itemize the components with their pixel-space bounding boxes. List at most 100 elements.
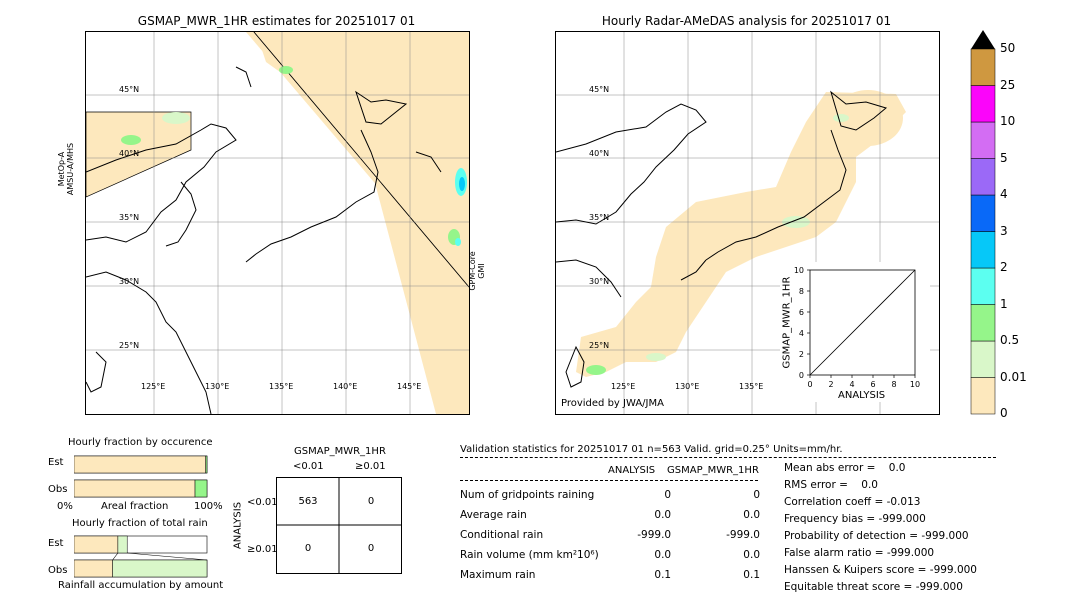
r-lon-label-130: 130°E <box>675 382 700 391</box>
left-swath-region <box>86 111 192 198</box>
tot-row-est: Est <box>48 538 64 549</box>
bar-segment <box>117 535 128 554</box>
validation-analysis-value: 0.1 <box>654 569 672 581</box>
validation-row: Conditional rain -999.0 -999.0 <box>460 525 760 545</box>
colorbar-boxes <box>970 48 996 415</box>
cell-1-0: 0 <box>304 543 312 554</box>
r-lat-label-30: 30°N <box>589 277 610 286</box>
right-sensor-name: GPM-Core <box>468 251 477 291</box>
validation-table: Num of gridpoints raining 0 0 Average rain 0… <box>460 485 760 585</box>
colorbar-box <box>970 158 996 196</box>
inset-ytick-label: 10 <box>794 266 804 275</box>
validation-score: Mean abs error = 0.0 <box>784 462 906 474</box>
colorbar-box <box>970 340 996 378</box>
inset-ylabel: GSMAP_MWR_1HR <box>781 276 793 369</box>
rain-patch <box>586 365 606 375</box>
validation-score: Probability of detection = -999.000 <box>784 530 969 542</box>
inset-ytick-label: 8 <box>799 287 804 296</box>
contingency-col-0: <0.01 <box>293 461 324 472</box>
contingency-row-1: ≥0.01 <box>247 544 278 555</box>
right-coastline <box>556 90 888 388</box>
occ-xmin: 0% <box>57 501 73 512</box>
colorbar-box <box>970 121 996 159</box>
colorbar <box>970 30 996 415</box>
colorbar-box <box>970 85 996 123</box>
colorbar-box <box>970 194 996 232</box>
inset-ticks: 00 2 2 4 4 6 6 8 8 10 10 <box>794 266 920 389</box>
bar-segment <box>74 535 119 554</box>
tot-bars <box>74 535 208 578</box>
lat-label-45: 45°N <box>119 85 140 94</box>
validation-estimate-value: 0.0 <box>743 509 760 521</box>
bar-segment <box>74 559 113 578</box>
left-sensor-instrument: AMSU-A/MHS <box>66 142 75 196</box>
contingency-grid <box>276 477 402 574</box>
lon-label-135: 135°E <box>269 382 294 391</box>
validation-col1: ANALYSIS <box>608 465 656 476</box>
occ-bars <box>74 455 208 498</box>
validation-score: RMS error = 0.0 <box>784 479 878 491</box>
tot-xlabel: Rainfall accumulation by amount <box>58 580 224 591</box>
validation-estimate-value: -999.0 <box>726 529 760 541</box>
validation-label: Maximum rain <box>460 569 536 581</box>
inset-xtick-label: 10 <box>910 380 920 389</box>
lon-label-145: 145°E <box>397 382 422 391</box>
contingency-col-1: ≥0.01 <box>355 461 386 472</box>
colorbar-box <box>970 304 996 342</box>
lon-label-140: 140°E <box>333 382 358 391</box>
occ-title: Hourly fraction by occurence <box>68 437 213 448</box>
cell-1-1: 0 <box>367 543 375 554</box>
inset-scatter: 00 2 2 4 4 6 6 8 8 10 10 <box>794 266 920 389</box>
colorbar-box <box>970 377 996 415</box>
validation-row: Num of gridpoints raining 0 0 <box>460 485 760 505</box>
validation-row: Maximum rain 0.1 0.1 <box>460 565 760 585</box>
occ-xmax: 100% <box>194 501 223 512</box>
bar-segment <box>74 479 196 498</box>
radar-coverage <box>576 92 906 377</box>
r-lat-label-40: 40°N <box>589 149 610 158</box>
inset-xtick-label: 0 <box>807 380 812 389</box>
r-lat-label-25: 25°N <box>589 341 610 350</box>
validation-subdivider <box>460 480 758 481</box>
inset-ytick-label: 4 <box>799 329 804 338</box>
rain-patch <box>162 112 190 124</box>
inset-xtick-label: 8 <box>891 380 896 389</box>
colorbar-label: 5 <box>1000 150 1008 165</box>
validation-score: Hanssen & Kuipers score = -999.000 <box>784 564 977 576</box>
colorbar-label: 2 <box>1000 260 1008 274</box>
validation-divider <box>460 457 996 458</box>
rain-patch <box>646 353 666 361</box>
validation-score: Frequency bias = -999.000 <box>784 513 926 525</box>
validation-score: False alarm ratio = -999.000 <box>784 547 935 559</box>
validation-label: Conditional rain <box>460 529 544 541</box>
left-gridlines <box>86 32 469 414</box>
colorbar-label: 25 <box>1000 77 1016 92</box>
lat-label-25: 25°N <box>119 341 140 350</box>
lat-label-35: 35°N <box>119 213 140 222</box>
cell-0-1: 0 <box>367 496 375 507</box>
right-map-title: Hourly Radar-AMeDAS analysis for 2025101… <box>601 14 892 28</box>
contingency-side-label: ANALYSIS <box>232 501 244 550</box>
validation-score: Equitable threat score = -999.000 <box>784 581 963 593</box>
colorbar-box <box>970 48 996 86</box>
colorbar-label: 0.5 <box>1000 333 1020 347</box>
left-map-title: GSMAP_MWR_1HR estimates for 20251017 01 <box>137 14 416 28</box>
colorbar-label: 10 <box>1000 114 1016 128</box>
colorbar-label: 0 <box>1000 406 1008 420</box>
colorbar-label: 50 <box>1000 41 1016 55</box>
validation-estimate-value: 0 <box>753 489 760 501</box>
rain-patch <box>121 135 141 145</box>
validation-analysis-value: 0.0 <box>654 549 672 561</box>
lon-label-125: 125°E <box>141 382 166 391</box>
inset-diagonal <box>809 269 916 376</box>
lat-label-40: 40°N <box>119 149 140 158</box>
colorbar-label: 4 <box>1000 187 1008 201</box>
r-lat-label-35: 35°N <box>589 213 610 222</box>
swath-edge-line <box>253 32 469 288</box>
validation-analysis-value: 0 <box>664 489 672 501</box>
validation-row: Rain volume (mm km²10⁶) 0.0 0.0 <box>460 545 760 565</box>
inset-ytick-label: 0 <box>799 371 804 380</box>
cell-0-0: 563 <box>298 496 318 507</box>
validation-label: Rain volume (mm km²10⁶) <box>460 549 599 561</box>
left-map-svg <box>86 32 469 414</box>
